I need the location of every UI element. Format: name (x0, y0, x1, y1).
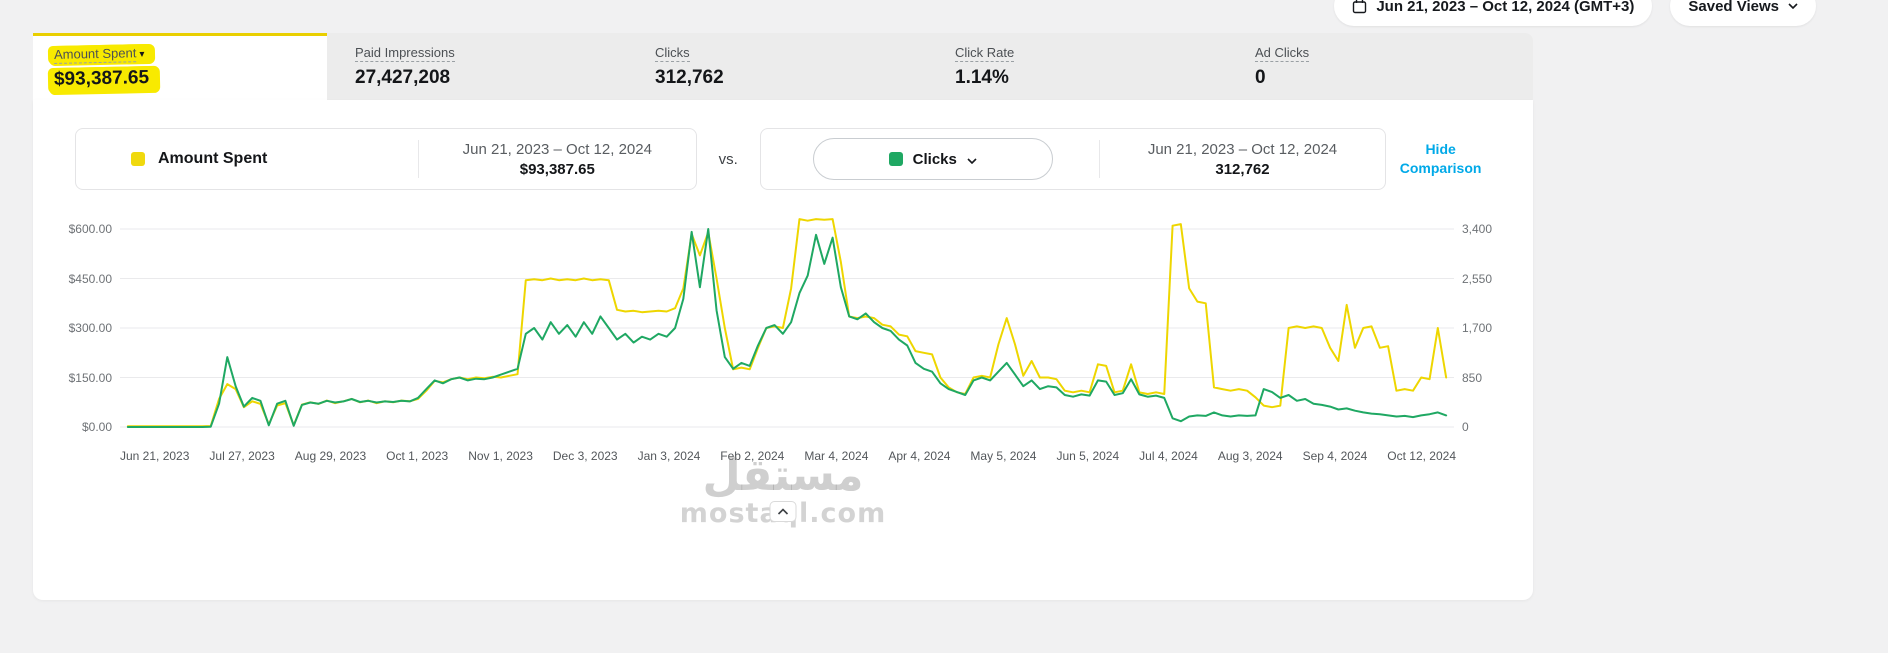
tab-ad-clicks[interactable]: Ad Clicks 0 (1227, 33, 1527, 100)
amount-spent-value: $93,387.65 (53, 67, 150, 91)
chart-card: Amount Spent Jun 21, 2023 – Oct 12, 2024… (33, 100, 1533, 600)
saved-views-dropdown[interactable]: Saved Views (1670, 0, 1816, 26)
highlight-marker: Amount Spent ▾ (47, 43, 153, 65)
tab-label-ad-clicks: Ad Clicks (1255, 45, 1310, 62)
secondary-total-value: 312,762 (1215, 160, 1270, 178)
right-axis-tick: 3,400 (1462, 222, 1493, 236)
tab-click-rate[interactable]: Click Rate 1.14% (927, 33, 1227, 100)
x-axis-tick: Jul 4, 2024 (1139, 449, 1198, 463)
x-axis-tick: Aug 3, 2024 (1217, 449, 1283, 463)
secondary-metric-dropdown[interactable]: Clicks (812, 138, 1053, 180)
tab-label-amount-spent: Amount Spent (53, 45, 137, 64)
click-rate-value: 1.14% (955, 67, 1009, 88)
chevron-down-icon (967, 151, 977, 168)
right-y-axis: 0 850 1,700 2,550 3,400 (1462, 212, 1506, 442)
x-axis-tick: Apr 4, 2024 (888, 449, 951, 463)
plot-area[interactable] (120, 212, 1454, 442)
metric-tabs: Amount Spent ▾ $93,387.65 Paid Impression… (33, 33, 1533, 100)
right-axis-tick: 1,700 (1462, 321, 1493, 335)
divider (1098, 140, 1100, 178)
x-axis-tick: Oct 1, 2023 (386, 449, 449, 463)
secondary-legend-label: Clicks (912, 150, 957, 168)
saved-views-label: Saved Views (1688, 0, 1779, 15)
secondary-series-panel: Clicks Jun 21, 2023 – Oct 12, 2024 312,7… (759, 128, 1387, 190)
primary-date-range: Jun 21, 2023 – Oct 12, 2024 (462, 140, 652, 158)
line-chart (120, 212, 1454, 442)
primary-total-value: $93,387.65 (519, 160, 595, 178)
x-axis-tick: May 5, 2024 (970, 449, 1037, 463)
hide-comparison-link[interactable]: Hide Comparison (1399, 141, 1482, 176)
primary-legend-label: Amount Spent (158, 150, 268, 167)
x-axis-tick: Feb 2, 2024 (720, 449, 785, 463)
tab-label-click-rate: Click Rate (955, 45, 1015, 62)
right-axis-tick: 2,550 (1462, 271, 1493, 286)
x-axis-tick: Jul 27, 2023 (209, 449, 275, 463)
tab-paid-impressions[interactable]: Paid Impressions 27,427,208 (327, 33, 627, 100)
left-axis-tick: $450.00 (68, 271, 112, 286)
tab-amount-spent[interactable]: Amount Spent ▾ $93,387.65 (33, 33, 327, 100)
date-range-label: Jun 21, 2023 – Oct 12, 2024 (GMT+3) (1376, 0, 1635, 15)
chevron-down-icon (1788, 3, 1798, 9)
divider (418, 140, 419, 178)
right-axis-tick: 0 (1462, 420, 1469, 434)
date-range-picker[interactable]: Jun 21, 2023 – Oct 12, 2024 (GMT+3) (1334, 0, 1653, 26)
x-axis-tick: Jun 5, 2024 (1056, 449, 1120, 463)
x-axis-tick: Nov 1, 2023 (468, 449, 533, 463)
tab-label-clicks: Clicks (655, 45, 690, 62)
x-axis-tick: Sep 4, 2024 (1302, 449, 1368, 463)
x-axis-tick: Mar 4, 2024 (804, 449, 869, 463)
primary-legend: Amount Spent (76, 150, 418, 168)
x-axis-tick: Jun 21, 2023 (120, 449, 190, 463)
x-axis: Jun 21, 2023 Jul 27, 2023 Aug 29, 2023 Oct … (120, 449, 1456, 463)
amount-spent-swatch (131, 152, 145, 166)
amount-spent-line (128, 219, 1446, 426)
right-axis-tick: 850 (1462, 370, 1483, 385)
left-axis-tick: $600.00 (68, 222, 112, 236)
clicks-swatch (888, 152, 903, 166)
left-axis-tick: $300.00 (68, 321, 112, 335)
chevron-down-icon: ▾ (139, 49, 145, 61)
clicks-line (128, 229, 1446, 427)
x-axis-tick: Dec 3, 2023 (552, 449, 618, 463)
chart-area: $0.00 $150.00 $300.00 $450.00 $600.00 0 850 1,… (60, 212, 1506, 442)
tab-label-paid-impressions: Paid Impressions (355, 45, 455, 62)
comparison-bar: Amount Spent Jun 21, 2023 – Oct 12, 2024… (75, 128, 1495, 190)
paid-impressions-value: 27,427,208 (355, 67, 451, 88)
dashboard-content: Amount Spent ▾ $93,387.65 Paid Impression… (33, 33, 1533, 600)
collapse-chart-button[interactable] (769, 501, 797, 522)
chevron-up-icon (777, 508, 789, 515)
ad-clicks-value: 0 (1255, 67, 1266, 88)
primary-series-panel: Amount Spent Jun 21, 2023 – Oct 12, 2024… (75, 128, 697, 190)
left-axis-tick: $150.00 (68, 370, 112, 385)
highlight-marker: $93,387.65 (47, 65, 158, 94)
x-axis-tick: Oct 12, 2024 (1387, 449, 1456, 463)
topbar: Jun 21, 2023 – Oct 12, 2024 (GMT+3) Save… (0, 0, 1888, 28)
left-y-axis: $0.00 $150.00 $300.00 $450.00 $600.00 (60, 212, 112, 442)
x-axis-tick: Aug 29, 2023 (294, 449, 367, 463)
calendar-icon (1352, 0, 1367, 14)
left-axis-tick: $0.00 (81, 420, 112, 434)
vs-label: vs. (718, 150, 738, 168)
x-axis-tick: Jan 3, 2024 (637, 449, 701, 463)
clicks-value: 312,762 (655, 67, 724, 88)
tab-clicks[interactable]: Clicks 312,762 (627, 33, 927, 100)
secondary-date-range: Jun 21, 2023 – Oct 12, 2024 (1147, 140, 1338, 158)
